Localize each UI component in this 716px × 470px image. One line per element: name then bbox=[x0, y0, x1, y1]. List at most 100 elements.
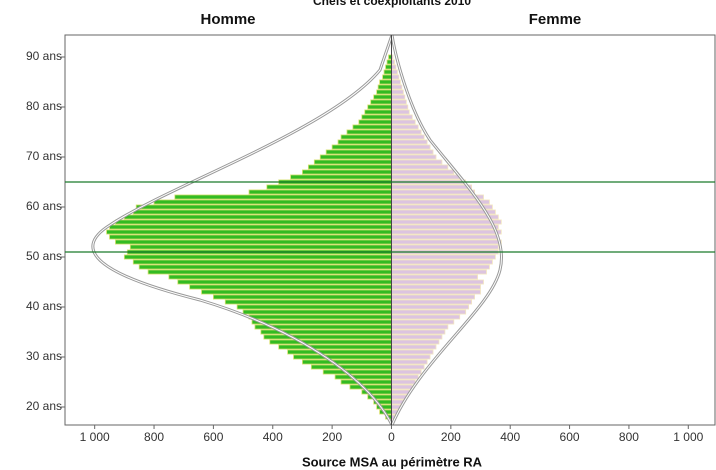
fit-curve bbox=[391, 34, 502, 426]
bar bbox=[346, 129, 392, 135]
bar bbox=[236, 304, 392, 310]
x-tick-label: 400 bbox=[500, 430, 520, 444]
bar bbox=[213, 294, 392, 300]
bar bbox=[391, 299, 473, 305]
bar bbox=[135, 204, 392, 210]
bar bbox=[391, 159, 443, 165]
x-tick-label: 400 bbox=[263, 430, 283, 444]
bar bbox=[391, 234, 499, 240]
bar bbox=[391, 69, 398, 75]
bar bbox=[364, 109, 392, 115]
x-tick-label: 200 bbox=[322, 430, 342, 444]
bar bbox=[391, 99, 407, 105]
bar bbox=[391, 394, 407, 400]
bar bbox=[391, 84, 403, 90]
bar bbox=[391, 364, 425, 370]
bar bbox=[391, 384, 413, 390]
bar bbox=[177, 279, 392, 285]
bar bbox=[391, 204, 493, 210]
bar bbox=[251, 319, 392, 325]
bar bbox=[391, 194, 484, 200]
y-tick-label: 80 ans bbox=[26, 99, 62, 113]
bar bbox=[106, 229, 392, 235]
bar bbox=[391, 164, 449, 170]
y-tick-label: 60 ans bbox=[26, 199, 62, 213]
bar bbox=[391, 74, 400, 80]
bar bbox=[391, 339, 440, 345]
bar bbox=[391, 224, 499, 230]
bar bbox=[373, 94, 392, 100]
bar bbox=[340, 134, 392, 140]
bar bbox=[123, 214, 392, 220]
bar bbox=[391, 274, 478, 280]
bar bbox=[391, 189, 475, 195]
bar bbox=[391, 304, 470, 310]
bar bbox=[391, 104, 409, 110]
bar bbox=[109, 224, 392, 230]
bar bbox=[391, 109, 410, 115]
bar bbox=[325, 149, 392, 155]
bar bbox=[377, 84, 392, 90]
bar bbox=[263, 334, 392, 340]
bar bbox=[313, 159, 392, 165]
bar bbox=[109, 234, 392, 240]
bar bbox=[391, 239, 502, 245]
bar bbox=[391, 89, 404, 95]
bar bbox=[391, 169, 455, 175]
bar bbox=[224, 299, 392, 305]
bar bbox=[242, 309, 392, 315]
x-tick-label: 200 bbox=[441, 430, 461, 444]
bar bbox=[391, 154, 437, 160]
bar bbox=[391, 334, 443, 340]
bar bbox=[293, 354, 392, 360]
y-tick-label: 30 ans bbox=[26, 349, 62, 363]
x-tick-label: 1 000 bbox=[80, 430, 110, 444]
bar bbox=[331, 144, 392, 150]
chart-title: Chefs et coexploitants 2010 bbox=[313, 0, 471, 8]
bar bbox=[340, 379, 392, 385]
bar bbox=[391, 324, 449, 330]
bar bbox=[391, 134, 425, 140]
bar bbox=[391, 314, 461, 320]
bar bbox=[370, 99, 392, 105]
bar bbox=[391, 124, 419, 130]
x-tick-label: 600 bbox=[560, 430, 580, 444]
bar bbox=[302, 359, 392, 365]
bar bbox=[391, 129, 422, 135]
bar bbox=[248, 314, 392, 320]
bar bbox=[307, 164, 392, 170]
bar bbox=[287, 349, 392, 355]
bar bbox=[349, 384, 392, 390]
bar bbox=[248, 189, 392, 195]
x-tick-label: 1 000 bbox=[673, 430, 703, 444]
bar bbox=[391, 174, 461, 180]
bar bbox=[322, 369, 392, 375]
bar bbox=[386, 59, 392, 65]
x-tick-label: 600 bbox=[203, 430, 223, 444]
bar bbox=[391, 139, 428, 145]
bar bbox=[352, 124, 392, 130]
bar bbox=[391, 214, 499, 220]
bar bbox=[290, 174, 392, 180]
bar bbox=[391, 319, 455, 325]
bar bbox=[269, 339, 392, 345]
bar bbox=[310, 364, 392, 370]
bar bbox=[189, 284, 392, 290]
y-tick-label: 20 ans bbox=[26, 399, 62, 413]
bar bbox=[391, 284, 481, 290]
bar bbox=[391, 269, 487, 275]
x-tick-label: 800 bbox=[619, 430, 639, 444]
bar bbox=[278, 344, 392, 350]
bar bbox=[334, 374, 392, 380]
bar bbox=[379, 79, 392, 85]
bar bbox=[391, 389, 410, 395]
bar bbox=[391, 244, 499, 250]
bar bbox=[391, 294, 475, 300]
bar bbox=[115, 239, 392, 245]
bar bbox=[376, 89, 392, 95]
bar bbox=[132, 209, 392, 215]
bar bbox=[391, 199, 490, 205]
bar bbox=[391, 259, 493, 265]
bar bbox=[391, 149, 434, 155]
